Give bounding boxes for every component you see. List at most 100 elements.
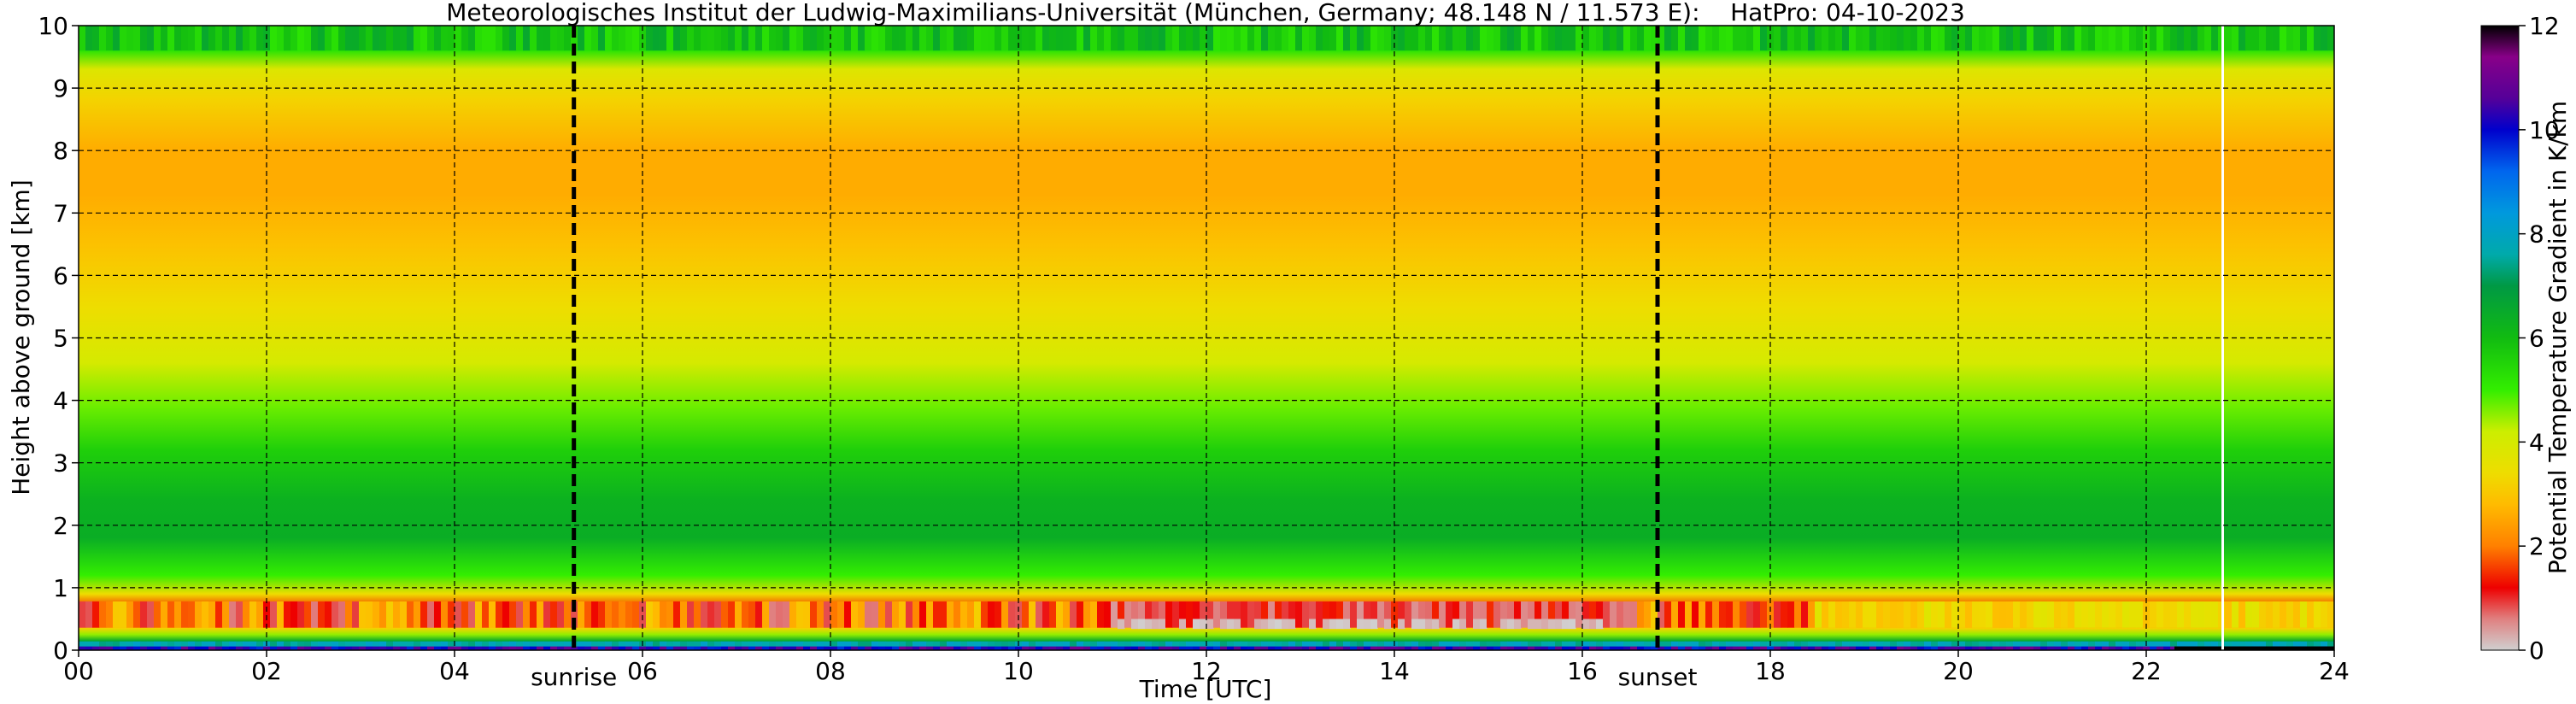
heatmap-cell <box>1391 601 1399 628</box>
heatmap-cell <box>906 641 913 647</box>
heatmap-cell <box>701 641 708 647</box>
heatmap-cell <box>2040 601 2048 628</box>
heatmap-cell <box>865 641 872 647</box>
heatmap-cell <box>2300 641 2308 647</box>
heatmap-cell <box>1446 26 1453 51</box>
heatmap-cell <box>2136 26 2144 51</box>
heatmap-cell <box>1302 646 1310 650</box>
heatmap-cell <box>701 646 708 650</box>
heatmap-cell <box>728 26 736 51</box>
heatmap-cell <box>1029 646 1036 650</box>
heatmap-cell <box>2300 26 2308 51</box>
heatmap-cell <box>1329 646 1337 650</box>
heatmap-cell <box>1425 619 1433 630</box>
heatmap-cell <box>482 601 490 628</box>
heatmap-cell <box>2156 26 2164 51</box>
heatmap-cell <box>1008 646 1016 650</box>
heatmap-cell <box>1405 601 1412 628</box>
heatmap-cell <box>1056 26 1064 51</box>
heatmap-cell <box>1275 601 1282 628</box>
heatmap-cell <box>188 641 196 647</box>
heatmap-cell <box>748 646 756 650</box>
heatmap-cell <box>1343 641 1351 647</box>
heatmap-cell <box>113 641 120 647</box>
heatmap-cell <box>598 646 606 650</box>
heatmap-cell <box>1329 26 1337 51</box>
heatmap-cell <box>2266 601 2274 628</box>
heatmap-cell <box>578 26 585 51</box>
heatmap-cell <box>509 601 517 628</box>
heatmap-cell <box>1377 601 1385 628</box>
heatmap-cell <box>1029 641 1036 647</box>
heatmap-cell <box>311 641 319 647</box>
heatmap-cell <box>1835 601 1843 628</box>
heatmap-cell <box>1268 641 1276 647</box>
heatmap-cell <box>427 601 435 628</box>
heatmap-cell <box>2088 26 2096 51</box>
heatmap-cell <box>1548 619 1556 630</box>
heatmap-cell <box>2273 641 2280 647</box>
heatmap-cell <box>1090 646 1098 650</box>
heatmap-cell <box>2040 641 2048 647</box>
heatmap-cell <box>742 26 749 51</box>
heatmap-cell <box>249 26 257 51</box>
heatmap-cell <box>1582 641 1590 647</box>
heatmap-cell <box>1063 641 1071 647</box>
heatmap-cell <box>1370 619 1378 630</box>
heatmap-cell <box>981 646 989 650</box>
heatmap-cell <box>919 601 927 628</box>
heatmap-cell <box>297 26 305 51</box>
heatmap-cell <box>1637 646 1645 650</box>
heatmap-cell <box>414 26 421 51</box>
heatmap-cell <box>1808 26 1816 51</box>
y-tick-label: 3 <box>53 449 68 478</box>
colorbar-tick-label: 2 <box>2529 532 2544 560</box>
heatmap-cell <box>502 26 510 51</box>
heatmap-cell <box>1876 646 1884 650</box>
heatmap-cell <box>721 641 729 647</box>
heatmap-cell <box>1828 601 1836 628</box>
heatmap-cell <box>215 601 223 628</box>
heatmap-cell <box>1678 601 1686 628</box>
heatmap-cell <box>906 646 913 650</box>
heatmap-cell <box>2225 601 2233 628</box>
heatmap-cell <box>1405 641 1412 647</box>
heatmap-cell <box>1200 641 1207 647</box>
x-tick-label: 04 <box>439 657 470 685</box>
x-tick-label: 24 <box>2319 657 2350 685</box>
heatmap-cell <box>468 646 476 650</box>
heatmap-cell <box>1432 641 1440 647</box>
heatmap-cell <box>1897 646 1904 650</box>
heatmap-cell <box>2198 601 2205 628</box>
heatmap-cell <box>1179 619 1187 630</box>
heatmap-cell <box>625 646 633 650</box>
heatmap-cell <box>448 641 455 647</box>
heatmap-cell <box>167 641 175 647</box>
heatmap-cell <box>318 646 326 650</box>
heatmap-cell <box>1740 601 1747 628</box>
heatmap-cell <box>878 26 886 51</box>
heatmap-cell <box>1699 26 1706 51</box>
heatmap-cell <box>352 26 360 51</box>
heatmap-cell <box>1124 601 1132 628</box>
heatmap-cell <box>1904 646 1911 650</box>
heatmap-cell <box>1610 601 1617 628</box>
heatmap-cell <box>2245 641 2253 647</box>
heatmap-cell <box>318 641 326 647</box>
heatmap-cell <box>1452 641 1460 647</box>
heatmap-cell <box>1056 641 1064 647</box>
heatmap-cell <box>1828 26 1836 51</box>
heatmap-cell <box>1808 646 1816 650</box>
heatmap-cell <box>420 601 428 628</box>
heatmap-cell <box>1822 646 1829 650</box>
heatmap-cell <box>2300 601 2308 628</box>
colorbar-label: Potential Temperature Gradient in K/km <box>2544 101 2572 574</box>
heatmap-cell <box>1118 26 1125 51</box>
heatmap-cell <box>1965 641 1973 647</box>
heatmap-cell <box>270 646 278 650</box>
heatmap-cell <box>359 601 367 628</box>
heatmap-cell <box>1206 601 1214 628</box>
heatmap-cell <box>1480 601 1488 628</box>
heatmap-cell <box>1131 601 1139 628</box>
heatmap-cell <box>933 646 941 650</box>
